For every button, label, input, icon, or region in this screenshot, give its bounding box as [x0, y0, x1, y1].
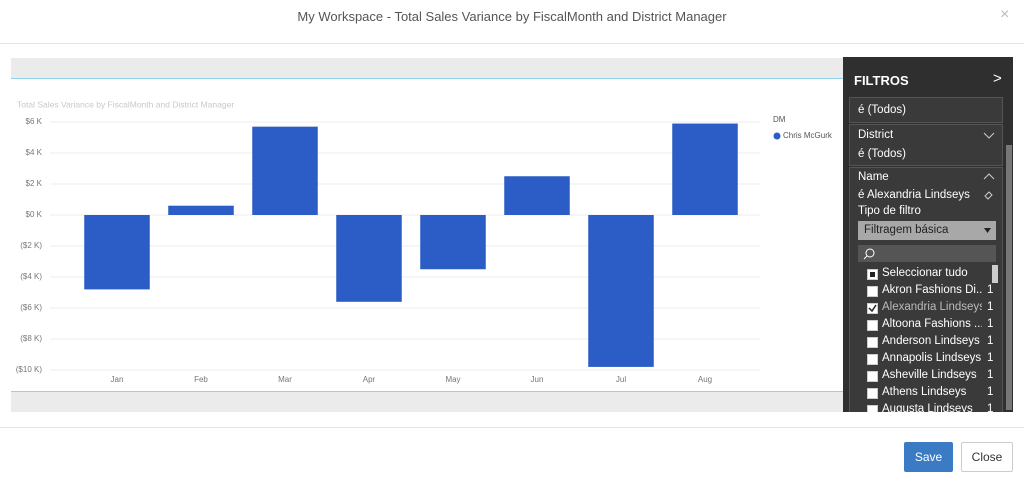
- filter-condition: é (Todos): [858, 148, 906, 160]
- item-count: 1: [987, 386, 994, 398]
- item-count: 1: [987, 301, 994, 313]
- select-all: Seleccionar tudo: [882, 267, 968, 279]
- x-tick-label: Jan: [111, 375, 124, 384]
- bar: [84, 215, 150, 290]
- close-icon[interactable]: ×: [1000, 6, 1010, 23]
- item-label[interactable]: Asheville Lindseys: [882, 369, 977, 381]
- item-count: 1: [987, 335, 994, 347]
- expand-icon[interactable]: >: [993, 70, 1002, 87]
- item-checkbox[interactable]: [867, 286, 878, 297]
- item-count: 1: [987, 369, 994, 381]
- pane-scrollbar[interactable]: [1006, 145, 1012, 410]
- filter-pane: FILTROS > é (Todos) District é (Todos) N…: [843, 57, 1013, 412]
- x-tick-label: Jun: [531, 375, 544, 384]
- report-bar: [11, 58, 843, 78]
- x-tick-label: Mar: [278, 375, 292, 384]
- pane-title: FILTROS: [854, 73, 909, 88]
- y-tick-label: $4 K: [26, 148, 43, 157]
- divider: [0, 427, 1024, 428]
- report-edge: [11, 391, 843, 392]
- divider: [0, 43, 1024, 44]
- item-label[interactable]: Altoona Fashions ...: [882, 318, 982, 330]
- item-label[interactable]: Athens Lindseys: [882, 386, 967, 398]
- report-edge: [11, 78, 843, 79]
- dropdown-value: Filtragem básica: [864, 224, 949, 236]
- close-button[interactable]: Close: [961, 442, 1013, 472]
- bar: [672, 123, 738, 215]
- bar: [252, 126, 318, 215]
- filter-condition: é (Todos): [858, 104, 906, 116]
- filter-card[interactable]: é (Todos): [849, 97, 1003, 123]
- search-icon: [863, 248, 875, 260]
- item-count: 1: [987, 284, 994, 296]
- item-checkbox[interactable]: [867, 354, 878, 365]
- y-tick-label: $2 K: [26, 179, 43, 188]
- search-box[interactable]: [858, 245, 996, 262]
- dialog-title: My Workspace - Total Sales Variance by F…: [297, 9, 727, 24]
- bar: [420, 215, 486, 270]
- y-tick-label: ($2 K): [20, 241, 42, 250]
- filter-type-dropdown[interactable]: Filtragem básica: [858, 221, 996, 240]
- dropdown-arrow: [984, 228, 991, 233]
- item-count: 1: [987, 403, 994, 412]
- chart-title: Total Sales Variance by FiscalMonth and …: [17, 99, 234, 109]
- item-checkbox[interactable]: [867, 320, 878, 331]
- filter-condition: é Alexandria Lindseys: [858, 189, 970, 201]
- chart: Total Sales Variance by FiscalMonth and …: [16, 99, 833, 384]
- filter-type-label: Tipo de filtro: [858, 205, 921, 217]
- legend-label: Chris McGurk: [783, 131, 833, 140]
- y-tick-label: ($8 K): [20, 334, 42, 343]
- item-count: 1: [987, 318, 994, 330]
- legend-marker: [773, 132, 781, 140]
- x-tick-label: Apr: [363, 375, 376, 384]
- chevron[interactable]: [982, 131, 996, 141]
- item-checkbox[interactable]: [867, 303, 878, 314]
- item-label[interactable]: Alexandria Lindseys: [882, 301, 982, 313]
- bar: [336, 215, 402, 302]
- y-tick-label: $6 K: [26, 117, 43, 126]
- item-count: 1: [987, 352, 994, 364]
- filter-card: Name é Alexandria Lindseys Tipo de filtr…: [849, 167, 1003, 412]
- item-checkbox[interactable]: [867, 388, 878, 399]
- legend-title: DM: [773, 115, 786, 124]
- chevron[interactable]: [982, 172, 996, 182]
- item-checkbox[interactable]: [867, 371, 878, 382]
- eraser-icon[interactable]: [982, 189, 994, 201]
- filter-field: District: [858, 129, 894, 141]
- y-tick-label: ($6 K): [20, 303, 42, 312]
- bar: [504, 176, 570, 215]
- y-tick-label: $0 K: [26, 210, 43, 219]
- x-tick-label: Aug: [698, 375, 712, 384]
- x-tick-label: Jul: [616, 375, 626, 384]
- x-tick-label: Feb: [194, 375, 208, 384]
- item-label[interactable]: Akron Fashions Di...: [882, 284, 982, 296]
- filter-card[interactable]: District é (Todos): [849, 124, 1003, 166]
- select-all-checkbox[interactable]: [867, 269, 878, 280]
- bar: [168, 205, 234, 215]
- save-button[interactable]: Save: [904, 442, 953, 472]
- item-label[interactable]: Anderson Lindseys: [882, 335, 980, 347]
- filter-field: Name: [858, 171, 889, 183]
- y-tick-label: ($4 K): [20, 272, 42, 281]
- item-checkbox[interactable]: [867, 337, 878, 348]
- y-tick-label: ($10 K): [16, 365, 43, 374]
- item-checkbox[interactable]: [867, 405, 878, 412]
- check-mark: [868, 304, 877, 313]
- item-label[interactable]: Annapolis Lindseys: [882, 352, 982, 364]
- item-label[interactable]: Augusta Lindseys: [882, 403, 973, 412]
- bar: [588, 215, 654, 367]
- list-scrollbar[interactable]: [992, 265, 998, 283]
- x-tick-label: May: [445, 375, 460, 384]
- report-bar: [11, 392, 843, 412]
